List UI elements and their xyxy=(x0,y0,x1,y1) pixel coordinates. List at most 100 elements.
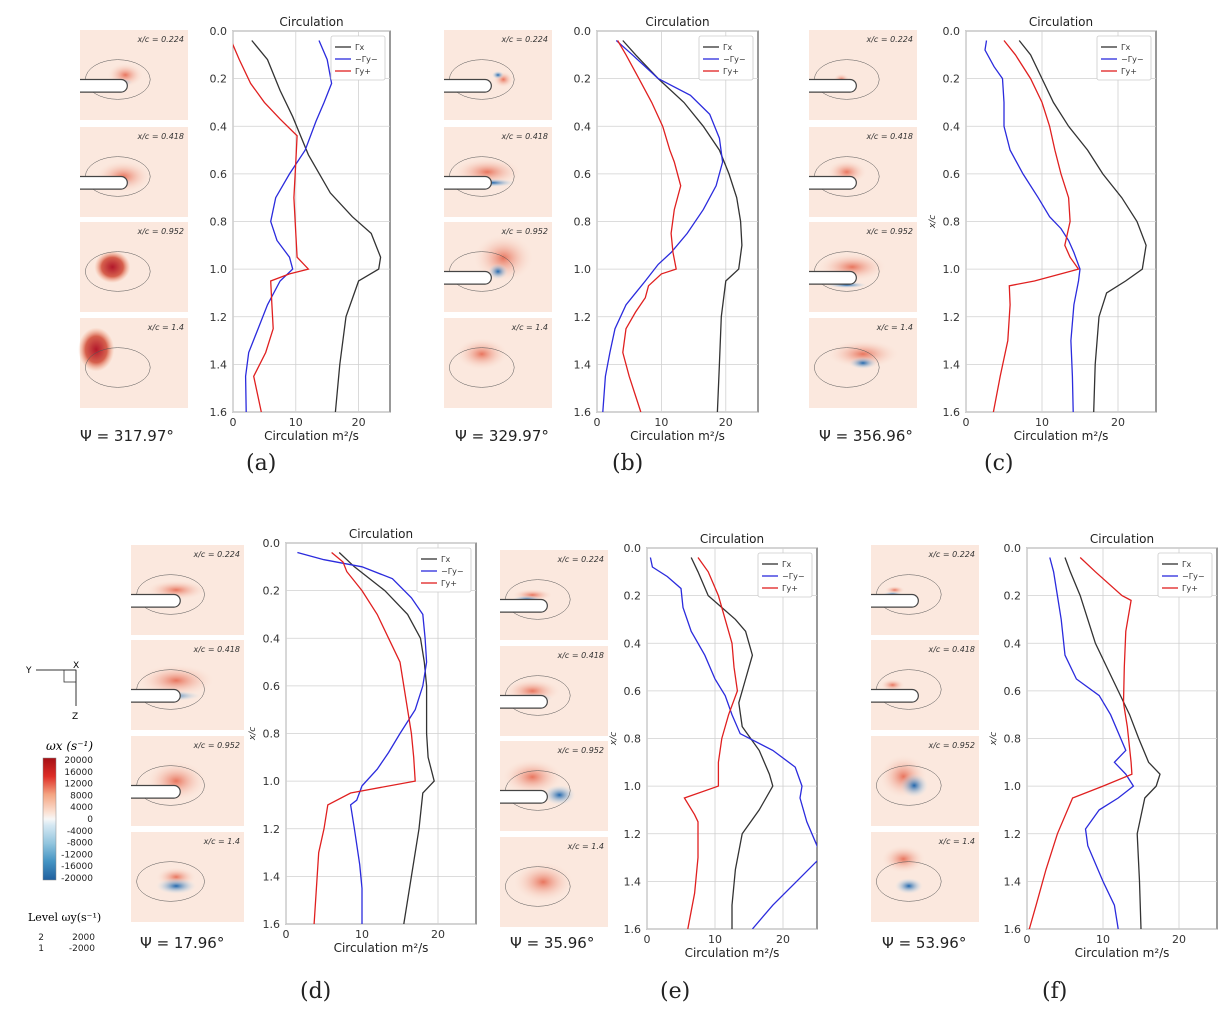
chart-panel-5: x/c = 0.224 x/c = 0.418 x/c = 0.952 x/c = 1… xyxy=(500,532,818,1004)
legend-entry: −Γy− xyxy=(1121,55,1144,64)
section-label: x/c = 0.952 xyxy=(865,227,913,236)
colorbar-tick-label: -12000 xyxy=(61,850,93,860)
chart-title: Circulation xyxy=(700,532,764,546)
psi-label: Ψ = 35.96° xyxy=(510,934,594,952)
series-group xyxy=(1028,557,1161,929)
y-tick-label: 0.8 xyxy=(263,728,281,741)
tip-body xyxy=(80,175,128,190)
level-legend: 2 2000 1 -2000 xyxy=(38,933,95,954)
colorbar xyxy=(42,757,57,881)
y-tick-label: 0.0 xyxy=(574,25,592,38)
legend-entry: −Γy− xyxy=(1182,572,1205,581)
vortex-negative-mark xyxy=(543,785,576,805)
y-tick-label: 0.8 xyxy=(210,216,228,229)
section-label: x/c = 0.418 xyxy=(136,132,184,141)
y-tick-label: 0.4 xyxy=(574,120,592,133)
x-tick-label: 10 xyxy=(355,928,369,941)
section-label: x/c = 0.418 xyxy=(927,645,975,654)
x-tick-label: 10 xyxy=(654,416,668,429)
section-slice-1: x/c = 0.224 xyxy=(131,545,244,635)
y-tick-label: 0.6 xyxy=(263,680,281,693)
legend: Γx −Γy− Γy+ xyxy=(1157,552,1213,598)
y-tick-label: 1.0 xyxy=(574,263,592,276)
section-slice-4: x/c = 1.4 xyxy=(444,318,552,408)
vortex-negative-mark xyxy=(156,878,197,894)
section-slice-4: x/c = 1.4 xyxy=(871,832,979,922)
chart-title: Circulation xyxy=(1090,532,1154,546)
x-tick-label: 20 xyxy=(1111,416,1125,429)
x-tick-label: 0 xyxy=(1024,933,1031,946)
section-slice-4: x/c = 1.4 xyxy=(78,318,188,408)
level-legend-title: Level ωy(s⁻¹) xyxy=(28,911,101,924)
legend-entry: Γx xyxy=(723,43,732,52)
y-tick-label: 1.6 xyxy=(1004,923,1022,936)
legend: Γx −Γy− Γy+ xyxy=(1096,35,1152,81)
y-tick-label: 1.4 xyxy=(624,875,642,888)
series-group xyxy=(984,40,1147,412)
tip-body xyxy=(500,598,548,613)
panel-label: (b) xyxy=(612,451,643,476)
series-line xyxy=(1028,557,1133,929)
legend-entry: Γy+ xyxy=(723,67,739,76)
y-tick-label: 0.6 xyxy=(624,685,642,698)
colorbar-tick-label: 16000 xyxy=(64,768,93,778)
x-tick-label: 10 xyxy=(1096,933,1110,946)
level-value: 2000 xyxy=(72,933,95,943)
y-tick-label: 1.2 xyxy=(1004,828,1022,841)
tip-body xyxy=(444,270,492,285)
x-tick-label: 20 xyxy=(719,416,733,429)
y-axis-label: x/c xyxy=(248,727,258,741)
tip-body xyxy=(809,78,857,93)
slice-background xyxy=(809,30,917,120)
tip-body xyxy=(444,78,492,93)
vortex-negative-mark xyxy=(900,773,929,798)
vortex-negative-mark xyxy=(849,357,877,369)
y-tick-label: 1.4 xyxy=(263,870,281,883)
y-tick-label: 0.0 xyxy=(210,25,228,38)
vortex-positive-mark xyxy=(502,759,563,795)
legend-entry: Γy+ xyxy=(441,579,457,588)
legend-entry: Γy+ xyxy=(1182,584,1198,593)
y-tick-label: 0.0 xyxy=(263,537,281,550)
section-label: x/c = 1.4 xyxy=(567,842,604,851)
section-label: x/c = 0.224 xyxy=(927,550,975,559)
series-line xyxy=(233,43,310,412)
legend-entry: −Γy− xyxy=(782,572,805,581)
section-slice-1: x/c = 0.224 xyxy=(500,550,608,640)
y-tick-label: 0.6 xyxy=(1004,685,1022,698)
y-tick-label: 0.2 xyxy=(574,73,592,86)
y-tick-label: 1.6 xyxy=(210,406,228,419)
x-tick-label: 0 xyxy=(230,416,237,429)
vortex-negative-mark xyxy=(488,263,508,280)
tip-body xyxy=(871,593,919,608)
legend-entry: Γy+ xyxy=(355,67,371,76)
y-tick-label: 0.4 xyxy=(624,637,642,650)
y-tick-label: 0.6 xyxy=(943,168,961,181)
section-label: x/c = 0.952 xyxy=(500,227,548,236)
series-line xyxy=(338,552,435,924)
tip-body xyxy=(131,784,181,799)
y-tick-label: 0.4 xyxy=(943,120,961,133)
legend-entry: −Γy− xyxy=(723,55,746,64)
colorbar-tick-label: -4000 xyxy=(67,827,93,837)
y-tick-label: 0.2 xyxy=(943,73,961,86)
level-number: 2 xyxy=(38,933,44,943)
series-line xyxy=(1018,40,1147,412)
vortex-positive-mark xyxy=(827,340,899,368)
series-line xyxy=(297,551,428,924)
level-value: -2000 xyxy=(69,944,95,954)
x-tick-label: 20 xyxy=(776,933,790,946)
colorbar-tick-label: 4000 xyxy=(70,803,93,813)
contour-line xyxy=(505,866,571,907)
y-tick-label: 1.6 xyxy=(574,406,592,419)
vortex-positive-mark xyxy=(455,338,508,370)
colorbar-tick-label: 8000 xyxy=(70,791,93,801)
y-tick-label: 1.2 xyxy=(263,823,281,836)
y-tick-label: 0.0 xyxy=(943,25,961,38)
contour-line xyxy=(85,251,151,292)
chart-title: Circulation xyxy=(645,15,709,29)
legend: Γx −Γy− Γy+ xyxy=(330,35,386,81)
y-tick-label: 0.2 xyxy=(210,73,228,86)
psi-label: Ψ = 356.96° xyxy=(819,427,913,445)
